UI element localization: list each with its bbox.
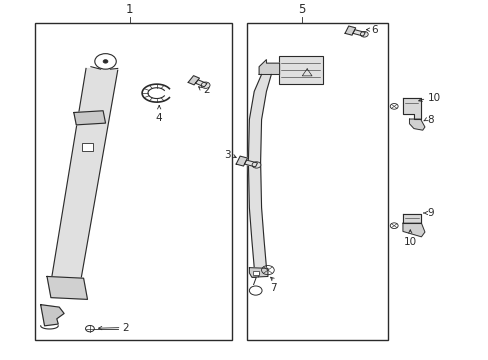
Text: 2: 2 (203, 85, 209, 95)
Text: 7: 7 (270, 283, 277, 293)
Polygon shape (249, 267, 267, 277)
Polygon shape (236, 156, 247, 166)
Text: 1: 1 (126, 3, 133, 15)
Text: 6: 6 (370, 25, 377, 35)
Polygon shape (195, 80, 206, 87)
Polygon shape (402, 98, 420, 119)
Bar (253, 271, 259, 275)
Text: 9: 9 (427, 208, 433, 218)
Text: 4: 4 (156, 113, 162, 122)
Polygon shape (52, 68, 118, 278)
FancyBboxPatch shape (278, 56, 322, 84)
Polygon shape (47, 276, 87, 300)
Bar (35, 23, 232, 340)
Polygon shape (41, 305, 64, 326)
Circle shape (252, 162, 260, 168)
Text: 8: 8 (427, 114, 433, 125)
Bar (81, 143, 93, 151)
Polygon shape (402, 213, 421, 223)
Polygon shape (259, 60, 279, 75)
Text: 7: 7 (249, 277, 256, 287)
Polygon shape (402, 223, 424, 237)
Circle shape (103, 60, 108, 63)
Polygon shape (188, 76, 199, 85)
Polygon shape (248, 75, 271, 267)
Polygon shape (74, 111, 105, 125)
Circle shape (360, 31, 367, 37)
Text: 10: 10 (427, 94, 440, 103)
Circle shape (201, 82, 210, 88)
Text: 2: 2 (122, 323, 129, 333)
Bar (246, 23, 387, 340)
Polygon shape (352, 30, 365, 36)
Text: 5: 5 (298, 3, 305, 15)
Polygon shape (409, 119, 424, 130)
Text: 10: 10 (403, 237, 416, 247)
Text: 3: 3 (224, 150, 230, 160)
Polygon shape (345, 26, 355, 35)
Polygon shape (244, 160, 257, 167)
